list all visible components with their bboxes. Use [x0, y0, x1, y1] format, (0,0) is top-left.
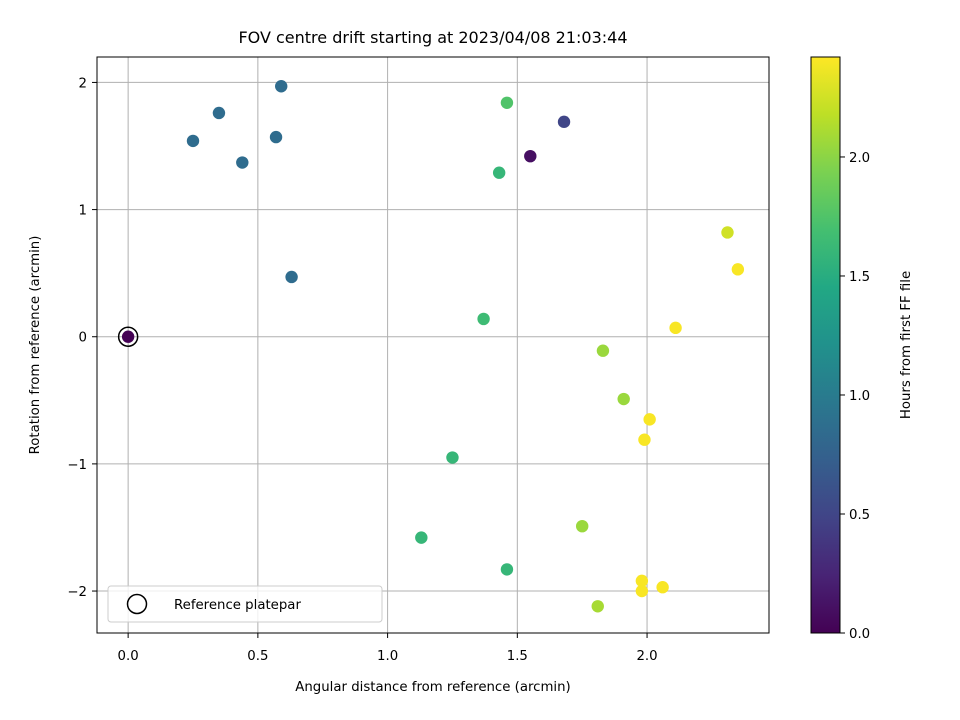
data-point-15	[617, 392, 630, 406]
data-point-14	[596, 344, 610, 357]
data-point-20	[669, 321, 682, 335]
colorbar-tick-label: 0.5	[849, 508, 870, 523]
data-point-4	[275, 80, 288, 93]
data-point-24	[635, 584, 649, 598]
data-point-7	[285, 270, 298, 284]
colorbar-gradient	[811, 57, 840, 633]
data-point-10	[477, 312, 490, 326]
data-point-1	[557, 115, 571, 129]
colorbar-tick-label: 1.0	[849, 389, 870, 404]
data-point-11	[446, 451, 459, 464]
data-point-19	[731, 263, 745, 276]
data-point-26	[121, 330, 135, 343]
grid	[97, 57, 769, 633]
x-tick-label: 0.0	[118, 649, 139, 664]
data-point-12	[415, 531, 428, 544]
data-point-6	[236, 156, 249, 169]
y-tick-label: 2	[79, 76, 87, 91]
y-axis-ticks: −2 −1 0 1 2	[67, 76, 97, 600]
colorbar-tick-label: 2.0	[849, 151, 870, 166]
colorbar-tick-label: 0.0	[849, 627, 870, 642]
x-tick-label: 2.0	[636, 649, 657, 664]
colorbar-tick-label: 1.5	[849, 270, 870, 285]
data-point-22	[638, 433, 651, 446]
colorbar-frame	[810, 56, 841, 634]
data-point-17	[591, 600, 604, 613]
data-points	[117, 80, 745, 613]
data-point-5	[269, 130, 283, 144]
data-point-25	[656, 581, 669, 594]
y-tick-label: 0	[79, 331, 87, 346]
y-tick-label: −2	[67, 585, 87, 600]
reference-platepar-marker	[117, 326, 139, 347]
chart-title: FOV centre drift starting at 2023/04/08 …	[238, 28, 627, 47]
data-point-8	[492, 166, 506, 179]
x-tick-label: 0.5	[247, 649, 268, 664]
data-point-21	[643, 413, 656, 426]
y-tick-label: 1	[79, 204, 87, 219]
plot-area: 0.0 0.5 1.0 1.5 2.0 −2 −1 0 1 2	[67, 56, 770, 664]
x-tick-label: 1.5	[507, 649, 528, 664]
plot-frame	[96, 56, 770, 634]
legend-label-reference: Reference platepar	[174, 598, 301, 613]
x-axis-label: Angular distance from reference (arcmin)	[295, 680, 570, 695]
plot-background	[97, 57, 769, 633]
y-tick-label: −1	[67, 458, 87, 473]
data-point-3	[212, 106, 226, 120]
y-axis-label: Rotation from reference (arcmin)	[28, 236, 43, 455]
colorbar-ticks: 0.0 0.5 1.0 1.5 2.0	[840, 151, 870, 642]
data-point-2	[186, 134, 200, 148]
x-tick-label: 1.0	[377, 649, 398, 664]
colorbar: 0.0 0.5 1.0 1.5 2.0 Hours from first FF file	[810, 56, 914, 642]
data-point-0	[524, 149, 537, 163]
colorbar-label: Hours from first FF file	[899, 271, 914, 419]
data-point-16	[575, 519, 589, 533]
legend: Reference platepar	[107, 585, 383, 623]
data-point-13	[500, 563, 514, 576]
data-point-23	[635, 574, 649, 588]
legend-box	[107, 585, 383, 623]
data-point-18	[721, 226, 734, 239]
x-axis-ticks: 0.0 0.5 1.0 1.5 2.0	[118, 633, 658, 664]
legend-marker-reference	[126, 593, 148, 615]
data-point-9	[500, 96, 514, 109]
